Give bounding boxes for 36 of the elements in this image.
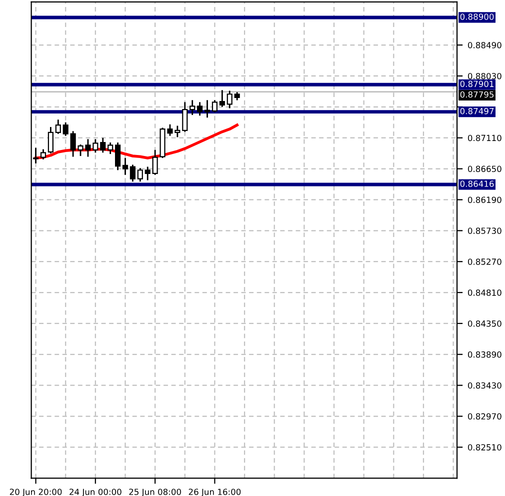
candlestick	[122, 158, 128, 175]
y-tick-label: 0.84810	[468, 290, 502, 296]
y-tick-label: 0.85730	[468, 228, 502, 234]
ref-line-label: 0.87795	[460, 91, 494, 98]
candlestick	[55, 120, 61, 134]
candlestick	[100, 138, 106, 153]
candlestick	[152, 150, 158, 175]
candlestick	[144, 166, 150, 180]
ref-line-label: 0.88900	[460, 14, 494, 20]
y-tick-label: 0.82970	[468, 413, 502, 420]
y-tick-label: 0.83890	[468, 351, 502, 358]
y-tick-label: 0.86650	[468, 166, 502, 172]
candlestick	[204, 100, 210, 118]
y-tick-label: 0.87110	[468, 134, 502, 142]
candlestick	[182, 102, 188, 132]
candlestick	[62, 122, 68, 136]
y-tick-label: 0.84350	[468, 320, 502, 327]
candlestick	[190, 100, 196, 115]
ref-line-label: 0.87497	[460, 108, 494, 114]
candlestick	[197, 102, 203, 116]
candlestick	[115, 142, 121, 170]
candlestick	[212, 100, 218, 112]
y-tick-label: 0.83430	[468, 382, 502, 389]
candlestick	[130, 164, 136, 182]
y-tick-label: 0.82510	[468, 444, 502, 450]
y-tick-label: 0.88030	[468, 72, 502, 80]
y-tick-label: 0.85270	[468, 258, 502, 265]
candlestick	[48, 127, 54, 154]
candlestick	[219, 90, 225, 107]
y-tick-label: 0.88490	[468, 42, 502, 48]
ref-line-label: 0.87901	[460, 80, 494, 88]
y-tick-label: 0.86190	[468, 196, 502, 203]
candlestick	[137, 168, 143, 182]
candlestick	[108, 142, 114, 154]
ref-line-label: 0.86416	[460, 180, 494, 187]
candlestick	[226, 90, 232, 108]
